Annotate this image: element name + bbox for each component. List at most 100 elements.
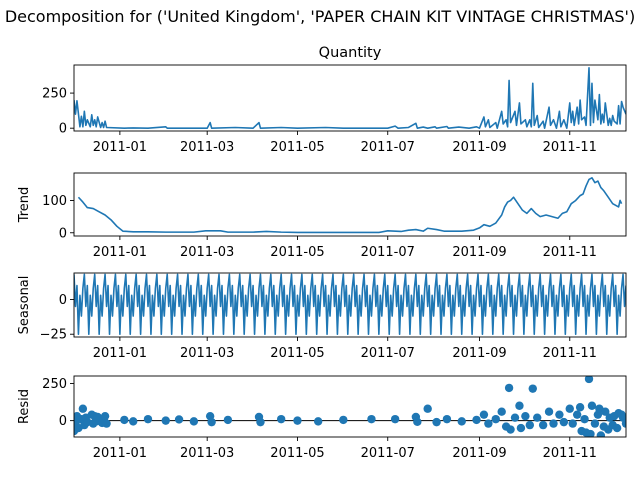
seasonal-xtick-label: 2011-07 bbox=[361, 346, 415, 361]
resid-ylabel: Resid bbox=[17, 389, 32, 424]
resid-point bbox=[472, 415, 481, 425]
resid-point bbox=[586, 429, 595, 437]
resid-axes-frame bbox=[73, 375, 627, 438]
resid-point bbox=[621, 419, 626, 428]
seasonal-xtick-label: 2011-05 bbox=[270, 346, 324, 361]
trend-series-line bbox=[77, 177, 623, 234]
resid-point bbox=[559, 417, 569, 427]
resid-point bbox=[538, 420, 548, 430]
resid-point bbox=[189, 417, 199, 426]
trend-xtick-label: 2011-03 bbox=[180, 245, 234, 260]
resid-point bbox=[442, 414, 452, 424]
resid-point bbox=[276, 414, 286, 424]
resid-point bbox=[174, 415, 184, 424]
observed-xtick-label: 2011-01 bbox=[93, 140, 147, 155]
seasonal-xtick-label: 2011-11 bbox=[543, 346, 597, 361]
resid-point bbox=[515, 401, 524, 410]
resid-point bbox=[491, 414, 500, 424]
resid-point bbox=[580, 414, 589, 424]
resid-point bbox=[143, 414, 153, 424]
seasonal-xtick-label: 2011-09 bbox=[452, 346, 506, 361]
observed-ytick-label: 250 bbox=[42, 87, 67, 102]
resid-point bbox=[339, 415, 348, 425]
observed-xtick-label: 2011-03 bbox=[180, 140, 234, 155]
seasonal-series-line bbox=[74, 273, 626, 336]
resid-point bbox=[516, 423, 526, 433]
resid-point bbox=[528, 384, 537, 393]
resid-point bbox=[223, 415, 233, 425]
resid-point bbox=[568, 419, 577, 428]
resid-point bbox=[504, 383, 514, 393]
resid-point bbox=[521, 411, 530, 421]
resid-point bbox=[572, 410, 582, 419]
trend-ylabel: Trend bbox=[17, 187, 32, 224]
seasonal-xtick-label: 2011-01 bbox=[93, 346, 147, 361]
trend-xtick-label: 2011-07 bbox=[361, 245, 415, 260]
resid-point bbox=[587, 401, 597, 410]
resid-point bbox=[293, 416, 302, 425]
resid-xtick-label: 2011-11 bbox=[543, 446, 597, 461]
resid-point bbox=[596, 431, 606, 437]
resid-point bbox=[549, 419, 558, 428]
resid-point bbox=[590, 419, 600, 428]
resid-point bbox=[100, 411, 110, 421]
trend-xtick-label: 2011-01 bbox=[93, 245, 147, 260]
resid-point bbox=[565, 404, 574, 413]
resid-point bbox=[367, 414, 376, 424]
seasonal-ytick-label: −25 bbox=[40, 328, 67, 343]
observed-xtick-label: 2011-07 bbox=[361, 140, 415, 155]
observed-xtick-label: 2011-09 bbox=[452, 140, 506, 155]
observed-xtick-label: 2011-05 bbox=[270, 140, 324, 155]
resid-point bbox=[497, 407, 506, 416]
trend-xtick-label: 2011-09 bbox=[452, 245, 506, 260]
observed-panel-title: Quantity bbox=[319, 45, 382, 61]
resid-point bbox=[313, 417, 323, 426]
resid-xtick-label: 2011-01 bbox=[93, 446, 147, 461]
seasonal-xtick-label: 2011-03 bbox=[180, 346, 234, 361]
trend-xtick-label: 2011-11 bbox=[543, 245, 597, 260]
trend-xtick-label: 2011-05 bbox=[270, 245, 324, 260]
trend-ytick-label: 0 bbox=[59, 226, 67, 241]
resid-point bbox=[612, 423, 622, 433]
resid-point bbox=[129, 417, 138, 426]
trend-ytick-label: 100 bbox=[42, 194, 67, 209]
resid-point bbox=[432, 417, 441, 427]
resid-point bbox=[78, 404, 88, 413]
resid-point bbox=[413, 417, 422, 427]
resid-point bbox=[575, 403, 585, 412]
resid-point bbox=[457, 417, 466, 426]
resid-point bbox=[601, 407, 610, 416]
resid-xtick-label: 2011-07 bbox=[361, 446, 415, 461]
chart-title: Decomposition for ('United Kingdom', 'PA… bbox=[5, 7, 635, 26]
resid-point bbox=[120, 415, 129, 425]
resid-point bbox=[555, 410, 564, 419]
resid-point bbox=[102, 419, 111, 428]
resid-point bbox=[544, 407, 554, 416]
trend-axes-frame bbox=[73, 172, 627, 237]
resid-point bbox=[525, 420, 535, 430]
seasonal-ytick-label: 0 bbox=[59, 293, 67, 308]
resid-point bbox=[161, 416, 170, 425]
resid-point bbox=[207, 417, 216, 427]
resid-ytick-label: 0 bbox=[59, 414, 67, 429]
resid-point bbox=[484, 419, 493, 428]
resid-xtick-label: 2011-09 bbox=[452, 446, 506, 461]
observed-axes-frame bbox=[73, 64, 627, 132]
observed-series-line bbox=[74, 67, 626, 129]
resid-point bbox=[390, 414, 400, 424]
resid-xtick-label: 2011-03 bbox=[180, 446, 234, 461]
seasonal-axes-frame bbox=[73, 272, 627, 338]
seasonal-ylabel: Seasonal bbox=[17, 276, 32, 335]
resid-point bbox=[423, 404, 432, 413]
resid-point bbox=[506, 425, 515, 434]
resid-point bbox=[256, 417, 265, 427]
observed-ytick-label: 0 bbox=[59, 122, 67, 137]
resid-ytick-label: 250 bbox=[42, 377, 67, 392]
resid-point bbox=[510, 413, 520, 422]
resid-point bbox=[479, 410, 489, 419]
resid-point bbox=[584, 376, 594, 384]
resid-xtick-label: 2011-05 bbox=[270, 446, 324, 461]
observed-xtick-label: 2011-11 bbox=[543, 140, 597, 155]
resid-point bbox=[533, 413, 542, 422]
